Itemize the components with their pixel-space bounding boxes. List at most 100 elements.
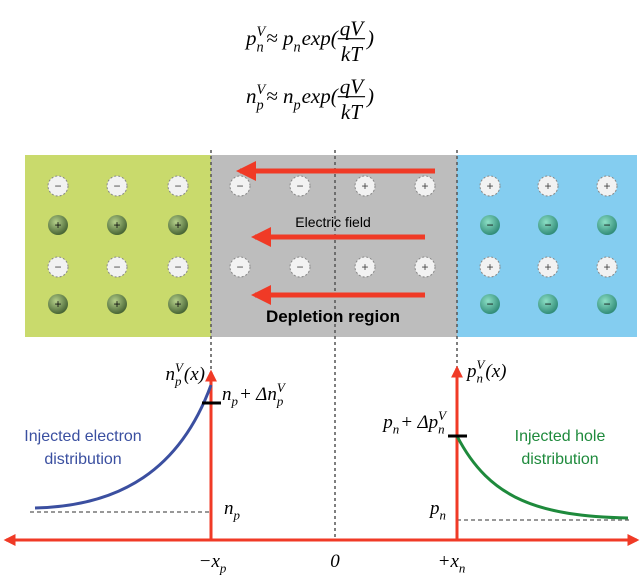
ion-sign: − bbox=[603, 297, 610, 311]
ion-sign: + bbox=[174, 297, 181, 311]
ion-sign: − bbox=[603, 218, 610, 232]
ion: − bbox=[480, 294, 500, 314]
ion: + bbox=[48, 294, 68, 314]
ion-sign: − bbox=[113, 260, 120, 274]
ion-sign: + bbox=[361, 179, 368, 193]
math-text: (x) bbox=[485, 361, 506, 382]
ion: − bbox=[597, 215, 617, 235]
ion: + bbox=[415, 257, 435, 277]
ion-sign: + bbox=[174, 218, 181, 232]
hole-curve bbox=[457, 436, 628, 518]
ion-sign: + bbox=[113, 218, 120, 232]
ion: − bbox=[597, 294, 617, 314]
ion: + bbox=[107, 294, 127, 314]
ion: − bbox=[538, 215, 558, 235]
math-text: ) bbox=[366, 84, 374, 108]
ion: + bbox=[597, 176, 617, 196]
ion-sign: + bbox=[54, 218, 61, 232]
ion-sign: − bbox=[486, 297, 493, 311]
baselines bbox=[30, 512, 632, 520]
ion-sign: − bbox=[296, 179, 303, 193]
ion-sign: + bbox=[544, 260, 551, 274]
subscript: p bbox=[292, 97, 300, 113]
subscript: p bbox=[174, 374, 182, 389]
ion-sign: − bbox=[296, 260, 303, 274]
ion-sign: − bbox=[236, 260, 243, 274]
ion: + bbox=[480, 176, 500, 196]
ion: + bbox=[538, 176, 558, 196]
subscript: n bbox=[393, 422, 399, 437]
electron-text: Injected electron distribution bbox=[24, 428, 141, 468]
ion-sign: + bbox=[54, 297, 61, 311]
ion: + bbox=[107, 215, 127, 235]
subscript: n bbox=[459, 561, 465, 576]
math-text: n bbox=[222, 384, 232, 405]
hole-text: Injected hole distribution bbox=[515, 428, 606, 468]
label-line: distribution bbox=[44, 451, 121, 468]
math-label: nVp ≈ np exp(qVkT) bbox=[246, 75, 374, 124]
ion: + bbox=[355, 257, 375, 277]
ion-sign: − bbox=[174, 179, 181, 193]
ion-sign: + bbox=[544, 179, 551, 193]
ion-sign: + bbox=[603, 179, 610, 193]
ion: − bbox=[538, 294, 558, 314]
subscript: n bbox=[293, 39, 300, 55]
math-text: −x bbox=[199, 551, 221, 572]
denominator: kT bbox=[341, 42, 363, 66]
subscript: p bbox=[276, 394, 284, 409]
ion-sign: + bbox=[486, 179, 493, 193]
ion: + bbox=[168, 215, 188, 235]
ion: − bbox=[230, 176, 250, 196]
math-text: exp( bbox=[302, 84, 340, 108]
ion-sign: + bbox=[361, 260, 368, 274]
ion-sign: − bbox=[54, 260, 61, 274]
subscript: p bbox=[255, 97, 263, 113]
ion-sign: + bbox=[486, 260, 493, 274]
math-label: np bbox=[224, 498, 241, 523]
subscript: p bbox=[231, 394, 239, 409]
denominator: kT bbox=[341, 100, 363, 124]
subscript: p bbox=[233, 508, 241, 523]
math-text: + Δp bbox=[400, 412, 438, 433]
ion: − bbox=[290, 257, 310, 277]
math-text: p bbox=[428, 498, 440, 519]
math-text: n bbox=[246, 84, 257, 108]
ion: + bbox=[355, 176, 375, 196]
math-text: +x bbox=[438, 551, 460, 572]
ion: − bbox=[107, 257, 127, 277]
math-text: p bbox=[465, 361, 477, 382]
subscript: n bbox=[477, 371, 483, 386]
ion-sign: + bbox=[421, 260, 428, 274]
ion-sign: − bbox=[544, 218, 551, 232]
label-line: distribution bbox=[521, 451, 598, 468]
math-text: p bbox=[381, 412, 393, 433]
ion-sign: − bbox=[544, 297, 551, 311]
ion: + bbox=[538, 257, 558, 277]
math-text: p bbox=[244, 26, 257, 50]
ion-sign: − bbox=[54, 179, 61, 193]
math-text: ) bbox=[366, 26, 374, 50]
numerator: qV bbox=[340, 17, 366, 41]
math-text: ≈ p bbox=[266, 26, 293, 50]
ion: − bbox=[230, 257, 250, 277]
ion-sign: + bbox=[421, 179, 428, 193]
ion-sign: + bbox=[113, 297, 120, 311]
ion: − bbox=[48, 257, 68, 277]
math-label: 0 bbox=[330, 551, 340, 572]
diagram: Electric field Depletion region Injected… bbox=[0, 0, 643, 583]
subscript: p bbox=[219, 561, 227, 576]
math-text: exp( bbox=[302, 26, 340, 50]
ion-sign: + bbox=[603, 260, 610, 274]
ion: − bbox=[168, 176, 188, 196]
ion-sign: − bbox=[113, 179, 120, 193]
subscript: n bbox=[440, 508, 446, 523]
ion: − bbox=[48, 176, 68, 196]
ion: − bbox=[168, 257, 188, 277]
